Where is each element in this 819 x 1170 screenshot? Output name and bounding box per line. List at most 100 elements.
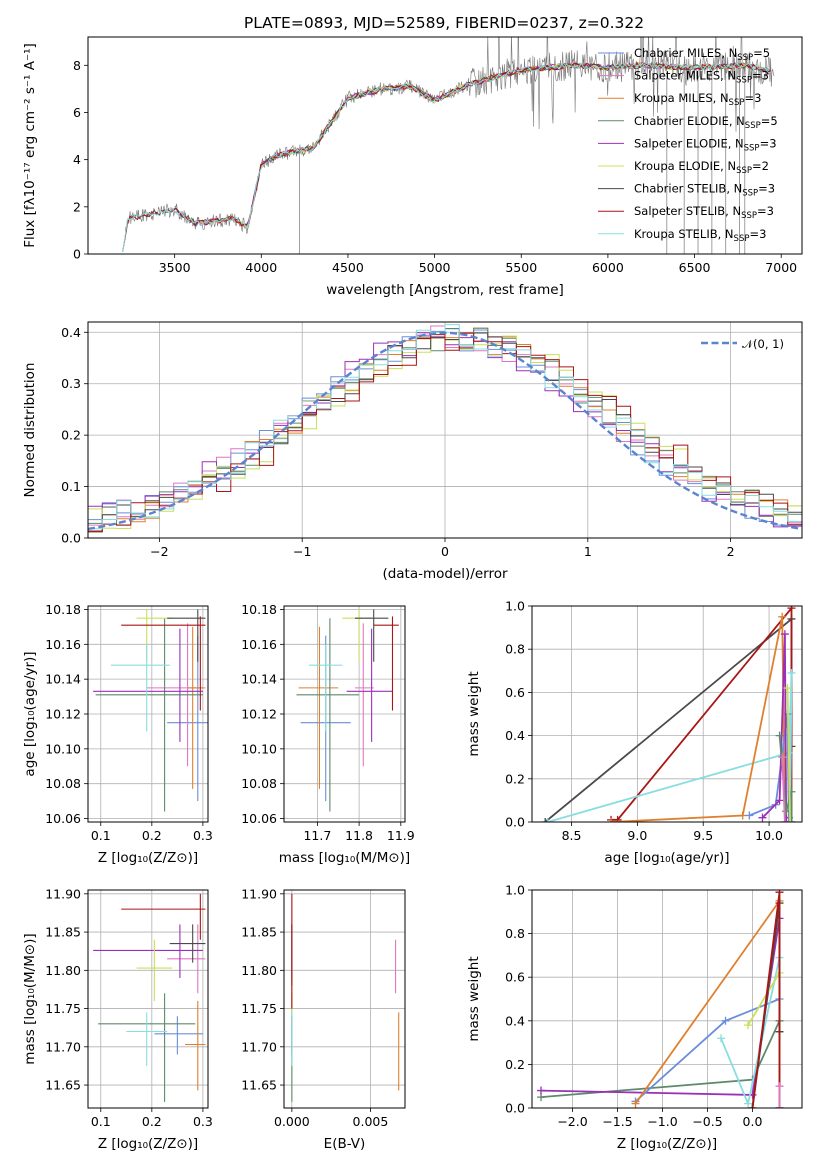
weight-marker — [717, 1034, 725, 1043]
weight-marker — [607, 818, 616, 822]
age_vs_mass-grid — [284, 606, 405, 822]
legend-entry-tail: =3 — [760, 136, 777, 150]
error-bar-point — [136, 609, 173, 662]
x-tick-label: 10.0 — [755, 828, 783, 843]
weight-marker — [787, 668, 796, 677]
legend-entry-sub: SSP — [736, 166, 752, 176]
legend-entry: Salpeter ELODIE, NSSP=3 — [634, 136, 777, 153]
axes-frame — [531, 605, 803, 823]
y-tick-label: 10.06 — [45, 811, 81, 826]
y-tick-label: 10.18 — [45, 602, 81, 617]
error-bar-point — [354, 623, 374, 767]
weight-marker — [775, 1082, 784, 1091]
legend-entry: Chabrier MILES, NSSP=5 — [634, 46, 770, 63]
legend-entry-text: Chabrier ELODIE, N — [634, 114, 745, 128]
y-axis-label: Flux [fλ10⁻¹⁷ erg cm⁻² s⁻¹ A⁻¹] — [22, 43, 38, 248]
y-tick-label: 10.14 — [45, 672, 81, 687]
weight-marker — [787, 606, 796, 613]
legend-entry-text: Salpeter STELIB, N — [634, 204, 741, 218]
axes-frame — [87, 605, 209, 823]
legend-entry-text: Salpeter ELODIE, N — [634, 136, 744, 150]
y-tick-label: 1.0 — [505, 599, 525, 614]
weight-vs-age-panel: 8.5 9.0 9.5 10.0 0.0 0.2 0.4 0.6 0.8 1.0 age [log₁… — [466, 599, 803, 866]
x-tick-label: 9.0 — [627, 828, 647, 843]
y-tick-label: 10.10 — [241, 741, 277, 756]
y-tick-label: 6 — [73, 105, 81, 120]
error-bar-point — [167, 924, 206, 994]
y-tick-label: 0.6 — [505, 685, 525, 700]
y-tick-label: 0.4 — [505, 1013, 525, 1028]
x-axis-label: Z [log₁₀(Z/Z⊙)] — [98, 850, 198, 866]
y-tick-label: 4 — [73, 152, 81, 167]
legend-entry-tail: =5 — [753, 46, 770, 60]
weight-marker — [745, 811, 754, 820]
y-tick-label: 0 — [73, 247, 81, 262]
x-tick-label: 5000 — [419, 260, 451, 275]
mass-vs-Z-panel: 0.1 0.2 0.3 11.65 11.70 11.75 11.80 11.85 11.90 Z… — [22, 886, 213, 1152]
weight-line — [761, 634, 788, 822]
x-tick-label: 0 — [441, 544, 449, 559]
error-bar-point — [296, 618, 360, 812]
age_vs_Z-grid — [88, 606, 208, 822]
x-axis-label: (data-model)/error — [382, 566, 508, 582]
y-tick-label: 0.0 — [505, 1101, 525, 1116]
error-bar-point — [126, 1012, 168, 1066]
mass_vs_ebv-plot-area — [291, 893, 400, 1102]
x-axis-label: mass [log₁₀(M/M⊙)] — [279, 850, 410, 866]
age_vs_Z-plot-area — [93, 609, 208, 812]
weight-line — [547, 672, 793, 822]
legend-entry-tail: =3 — [752, 69, 769, 83]
weight_vs_Z-plot-area — [537, 890, 784, 1108]
y-tick-label: 10.16 — [45, 637, 81, 652]
weight-marker — [537, 1086, 545, 1095]
legend-entry-sub: SSP — [745, 121, 761, 131]
x-axis-label: Z [log₁₀(Z/Z⊙)] — [98, 1136, 198, 1152]
spectrum-plot-area — [122, 37, 775, 254]
weight-marker — [721, 1016, 730, 1025]
y-axis-label: mass [log₁₀(M/M⊙)] — [22, 933, 38, 1064]
y-tick-label: 10.10 — [45, 741, 81, 756]
weight-line — [540, 1020, 781, 1098]
spectrum-title: PLATE=0893, MJD=52589, FIBERID=0237, z=0… — [244, 14, 644, 32]
weight-marker — [758, 813, 767, 822]
normal-curve — [88, 331, 802, 531]
residuals-panel: −2 −1 0 1 2 0.0 0.1 0.2 0.3 0.4 (data-model)/error… — [22, 321, 803, 582]
x-tick-label: 0.1 — [91, 828, 111, 843]
y-axis-label: Normed distribution — [22, 363, 38, 498]
mass_vs_Z-grid — [88, 890, 208, 1108]
weight-line — [786, 688, 791, 822]
x-tick-label: 11.8 — [345, 828, 373, 843]
error-bar-point — [121, 893, 206, 940]
y-tick-label: 11.85 — [45, 925, 81, 940]
y-tick-label: 11.65 — [241, 1078, 277, 1093]
x-tick-label: −2.0 — [557, 1114, 587, 1129]
y-tick-label: 0.2 — [505, 771, 525, 786]
spectrum-panel: 3500 4000 4500 5000 5500 6000 6500 7000 0 2 4 6 8 wav… — [22, 36, 803, 298]
error-bar-point — [93, 924, 203, 978]
model-spectrum-line — [122, 61, 771, 253]
x-axis-label: wavelength [Angstrom, rest frame] — [326, 282, 564, 298]
weight-marker — [748, 1104, 757, 1108]
weight-line — [611, 606, 793, 822]
axes-frame — [283, 605, 406, 823]
x-tick-label: 6500 — [679, 260, 711, 275]
axes-frame — [87, 36, 803, 255]
weight-marker — [784, 818, 793, 822]
y-tick-label: 2 — [73, 199, 81, 214]
x-tick-label: −1.0 — [647, 1114, 677, 1129]
weight-marker — [778, 612, 787, 621]
legend-entry: Chabrier STELIB, NSSP=3 — [634, 182, 775, 199]
weight-marker — [541, 818, 550, 822]
error-bar-point — [373, 616, 399, 711]
weight-marker — [775, 1104, 784, 1108]
weight-marker — [744, 1099, 752, 1108]
weight-marker — [786, 818, 795, 822]
weight_vs_Z-grid — [532, 889, 802, 1109]
weight-marker — [782, 818, 791, 822]
weight-marker — [744, 1021, 752, 1030]
weight-marker — [782, 807, 791, 816]
y-tick-label: 0.4 — [505, 728, 525, 743]
x-tick-label: 0.2 — [142, 828, 162, 843]
y-tick-label: 10.14 — [241, 672, 277, 687]
